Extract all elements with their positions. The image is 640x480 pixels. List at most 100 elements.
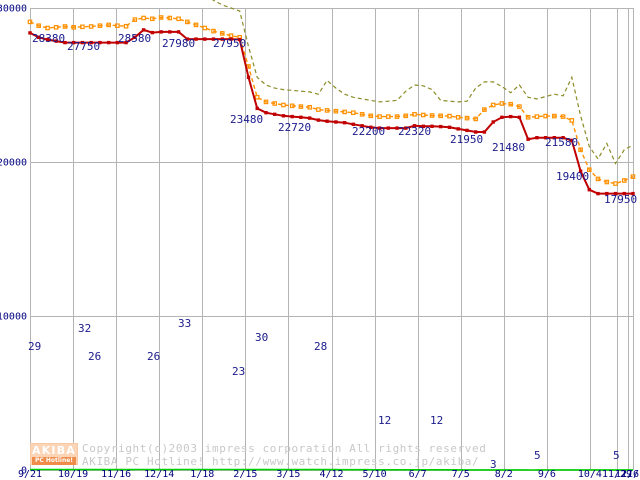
average-price-marker	[176, 16, 181, 22]
lowest-price-marker	[150, 30, 154, 35]
lowest-price-marker	[107, 40, 111, 45]
average-price-marker	[71, 25, 77, 30]
lowest-price-marker	[535, 136, 539, 140]
x-tick-label: 11/29	[602, 469, 632, 480]
average-price-marker	[211, 28, 216, 34]
lowest-price-marker	[238, 37, 242, 42]
lowest-price-marker	[246, 75, 251, 79]
lowest-price-marker	[159, 30, 163, 34]
shop-count-label: 26	[88, 350, 101, 363]
average-price-marker	[604, 179, 610, 185]
shop-count-label: 3	[490, 458, 497, 471]
shop-count-line	[29, 468, 633, 471]
price-value-label: 21480	[492, 141, 525, 154]
shop-count-label: 5	[613, 449, 620, 462]
lowest-price-marker	[273, 112, 277, 116]
average-price-marker	[123, 23, 129, 29]
lowest-price-marker	[404, 126, 408, 130]
lowest-price-marker	[351, 122, 355, 126]
average-price-marker	[534, 114, 540, 119]
average-price-marker	[464, 115, 470, 121]
average-price-marker	[150, 16, 155, 22]
average-price-marker	[578, 147, 583, 153]
lowest-price-marker	[360, 124, 364, 128]
average-price-marker	[281, 102, 286, 108]
shop-count-label: 23	[232, 365, 245, 378]
lowest-price-marker	[316, 118, 321, 122]
average-price-marker	[185, 19, 190, 25]
average-price-marker	[27, 19, 33, 25]
grid-lines	[30, 8, 634, 471]
lowest-price-marker	[465, 128, 469, 133]
price-value-label: 22200	[352, 125, 385, 138]
lowest-price-marker	[543, 136, 548, 140]
series-average-price	[27, 15, 636, 186]
average-price-marker	[316, 107, 321, 112]
average-price-marker	[324, 108, 330, 113]
watermark-copyright: Copyright(c)2003 impress corporation All…	[82, 442, 486, 468]
lowest-price-marker	[570, 138, 574, 143]
lowest-price-marker	[63, 40, 67, 45]
lowest-price-marker	[430, 124, 434, 128]
lowest-price-marker	[290, 114, 294, 119]
average-price-marker	[412, 111, 417, 117]
average-price-marker	[517, 104, 522, 109]
lowest-price-marker	[220, 37, 224, 41]
lowest-price-marker	[587, 188, 591, 192]
lowest-price-line	[29, 28, 633, 195]
series-shop-count	[29, 468, 633, 471]
x-tick-label: 12/6	[615, 469, 639, 480]
lowest-price-marker	[185, 37, 189, 41]
average-price-marker	[88, 24, 94, 29]
average-price-marker	[569, 118, 575, 123]
lowest-price-marker	[395, 126, 399, 130]
series-lowest-price	[28, 28, 635, 196]
price-value-label: 21580	[545, 136, 578, 149]
average-price-marker	[342, 109, 347, 115]
lowest-price-marker	[141, 28, 146, 32]
lowest-price-marker	[80, 40, 85, 45]
price-value-label: 22720	[278, 121, 311, 134]
akiba-logo: AKIBA PC Hotline!	[30, 443, 78, 465]
average-price-marker	[508, 101, 514, 107]
lowest-price-marker	[203, 37, 207, 41]
shop-count-label: 30	[255, 331, 268, 344]
average-price-marker	[560, 114, 566, 119]
average-price-marker	[45, 25, 50, 31]
average-price-marker	[36, 23, 42, 29]
shop-count-label: 29	[28, 340, 41, 353]
lowest-price-marker	[168, 30, 172, 34]
akiba-logo-title: AKIBA	[31, 444, 77, 457]
average-price-marker	[421, 112, 426, 118]
y-tick-label: 30000	[0, 4, 27, 15]
lowest-price-marker	[281, 114, 286, 118]
average-price-marker	[158, 15, 164, 20]
average-price-marker	[97, 23, 103, 29]
average-price-marker	[333, 108, 339, 114]
x-axis-tick-labels: 9/21 10/19 11/16 12/14 1/18 2/15 3/15 4/12 5/10 6…	[18, 469, 640, 480]
count-point-labels: 29 32 26 26 33 23 30 28 12 12 3 5 5	[28, 317, 620, 471]
x-tick-label: 2/15	[233, 469, 257, 480]
average-price-marker	[351, 110, 356, 116]
average-price-marker	[254, 94, 260, 100]
average-price-marker	[630, 174, 636, 179]
lowest-price-marker	[194, 37, 198, 41]
average-price-marker	[298, 104, 304, 109]
price-value-label: 21950	[450, 133, 483, 146]
average-price-marker	[307, 104, 313, 110]
average-price-marker	[359, 111, 365, 117]
average-price-marker	[202, 25, 208, 31]
x-tick-label: 10/19	[58, 469, 88, 480]
lowest-price-marker	[133, 35, 137, 39]
lowest-price-marker	[45, 37, 50, 42]
average-price-marker	[80, 24, 85, 30]
lowest-price-marker	[517, 115, 522, 119]
watermark-line-1: Copyright(c)2003 impress corporation All…	[82, 442, 486, 455]
lowest-price-marker	[54, 39, 58, 43]
price-value-label: 23480	[230, 113, 263, 126]
average-price-marker	[490, 102, 496, 108]
average-price-marker	[141, 15, 146, 21]
